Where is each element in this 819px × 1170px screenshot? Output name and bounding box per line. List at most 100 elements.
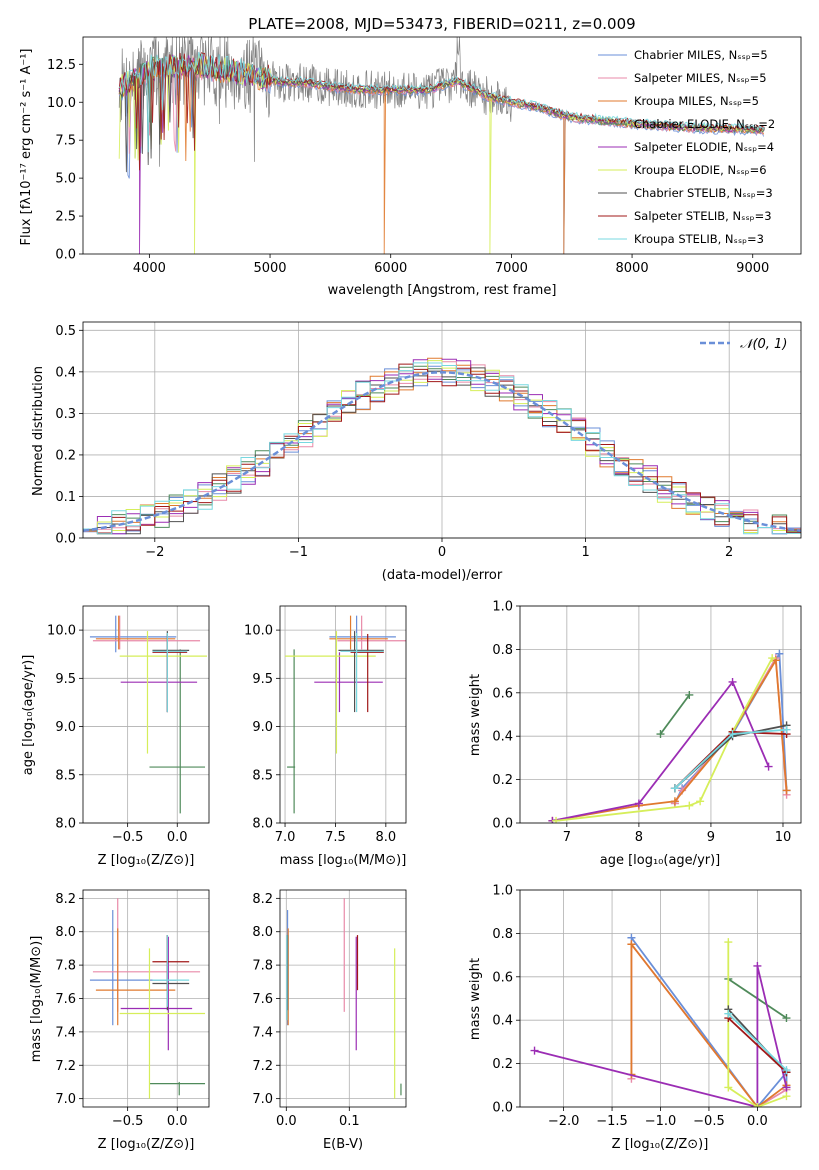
x-tick-label: −1 [289,545,308,560]
weight-marker-5 [685,801,694,810]
weight-marker-8 [782,1066,791,1075]
weight-z-ylabel: mass weight [468,958,483,1040]
mass-z-ylabel: mass [log₁₀(M/M⊙)] [29,936,44,1063]
x-tick-label: 4000 [133,261,166,276]
weight-marker-2 [670,797,679,806]
x-tick-label: 10 [775,830,792,845]
x-tick-label: 5000 [253,261,286,276]
spectrum-title: PLATE=2008, MJD=53473, FIBERID=0211, z=0… [248,15,635,33]
axes-frame [279,605,407,824]
weight-line-8 [727,1013,788,1071]
weight-marker-5 [782,1092,791,1101]
residuals-panel: −2 −1 0 1 2 0.0 0.1 0.2 0.3 0.4 0.5 (data-model)/e… [31,321,802,583]
x-tick-label: −1.5 [596,1114,628,1129]
y-tick-label: 0.0 [55,532,76,547]
spectrum-xlabel: wavelength [Angstrom, rest frame] [328,283,557,298]
x-tick-label: 8000 [616,261,649,276]
weight-marker-4 [634,799,643,808]
y-tick-label: 0.0 [492,1101,513,1116]
x-tick-label: 8 [635,830,643,845]
weight-marker-8 [782,725,791,734]
weight-line-3 [659,694,691,735]
legend-label-3: Chabrier ELODIE, Nₛₛₚ=2 [634,117,775,131]
y-tick-label: 8.2 [252,892,273,907]
weight-marker-4 [782,1083,791,1092]
y-tick-label: 7.2 [55,1059,76,1074]
weight-line-2 [552,657,788,822]
legend-label-7: Salpeter STELIB, Nₛₛₚ=3 [634,209,772,223]
histogram-7 [83,363,801,534]
axes-frame [82,36,802,255]
x-tick-label: −1.0 [645,1114,677,1129]
y-tick-label: 1.0 [492,600,513,615]
y-tick-label: 0.4 [492,730,513,745]
y-tick-label: 0.5 [55,324,76,339]
axes-frame [519,889,802,1108]
weight-marker-2 [782,786,791,795]
mass-vs-extinction-panel: 0.0 0.1 7.0 7.2 7.4 7.6 7.8 8.0 8.2 E(B-V) [252,889,407,1152]
weight-line-4 [534,965,788,1107]
weight-marker-5 [552,816,561,823]
weight-marker-8 [670,784,679,793]
age-vs-mass-panel: 7.0 7.5 8.0 8.0 8.5 9.0 9.5 10.0 mass [log₁₀(M/… [244,605,407,868]
y-tick-label: 0.6 [492,970,513,985]
y-tick-label: 10.0 [47,624,76,639]
y-tick-label: 10.0 [47,96,76,111]
age-z-xlabel: Z [log₁₀(Z/Z⊙)] [98,853,195,868]
weight-age-ylabel: mass weight [468,674,483,756]
weight-marker-8 [728,730,737,739]
legend-label-8: Kroupa STELIB, Nₛₛₚ=3 [634,232,764,246]
y-tick-label: 0.0 [55,248,76,263]
weight-marker-5 [696,797,705,806]
spectrum-ylabel: Flux [fλ10⁻¹⁷ erg cm⁻² s⁻¹ A⁻¹] [19,49,34,246]
histogram-4 [83,358,801,535]
weight-marker-3 [656,730,665,739]
y-tick-label: 0.2 [492,1057,513,1072]
weight-marker-2 [627,940,636,949]
x-tick-label: 7.0 [275,830,296,845]
mass-z-xlabel: Z [log₁₀(Z/Z⊙)] [98,1137,195,1152]
y-tick-label: 7.0 [252,1092,273,1107]
x-tick-label: −2.0 [548,1114,580,1129]
axes-frame [82,605,210,824]
y-tick-label: 7.0 [55,1092,76,1107]
weight-marker-4 [728,677,737,686]
axes-frame [519,605,802,824]
spectrum-panel: 4000 5000 6000 7000 8000 9000 0.0 2.5 5.0 7.5 10.0… [19,36,802,298]
y-tick-label: 0.1 [55,490,76,505]
x-tick-label: 8.0 [375,830,396,845]
weight-line-4 [552,680,770,822]
x-tick-label: 6000 [374,261,407,276]
y-tick-label: 9.5 [252,672,273,687]
y-tick-label: 1.0 [492,884,513,899]
x-tick-label: −0.5 [693,1114,725,1129]
weight-marker-0 [775,649,784,658]
y-tick-label: 9.0 [252,720,273,735]
x-tick-label: 9 [707,830,715,845]
y-tick-label: 0.0 [492,817,513,832]
legend-label-6: Chabrier STELIB, Nₛₛₚ=3 [634,186,773,200]
legend-label-4: Salpeter ELODIE, Nₛₛₚ=4 [634,140,774,154]
x-tick-label: 0.0 [276,1114,297,1129]
x-tick-label: 1 [581,545,589,560]
residuals-legend: 𝒩(0, 1) [700,337,787,352]
y-tick-label: 8.0 [252,925,273,940]
legend-label-0: Chabrier MILES, Nₛₛₚ=5 [634,48,768,62]
legend-label-1: Salpeter MILES, Nₛₛₚ=5 [634,71,767,85]
weight-z-xlabel: Z [log₁₀(Z/Z⊙)] [612,1137,709,1152]
x-tick-label: −0.5 [112,1114,144,1129]
weight-marker-4 [764,762,773,771]
residuals-ylabel: Normed distribution [31,366,46,496]
age-vs-metallicity-panel: −0.5 0.08.08.59.09.510.0 Z [log₁₀(Z/Z⊙)] … [21,605,210,868]
x-tick-label: 0.0 [747,1114,768,1129]
y-tick-label: 0.6 [492,686,513,701]
age-mass-xlabel: mass [log₁₀(M/M⊙)] [280,853,407,868]
weight-marker-5 [724,938,733,947]
age-z-ylabel: age [log₁₀(age/yr)] [21,655,36,776]
x-tick-label: 2 [725,545,733,560]
y-tick-label: 12.5 [47,58,76,73]
model-spectrum-8 [118,52,764,153]
y-tick-label: 7.2 [252,1059,273,1074]
weight-marker-5 [724,1083,733,1092]
y-tick-label: 7.4 [252,1025,273,1040]
